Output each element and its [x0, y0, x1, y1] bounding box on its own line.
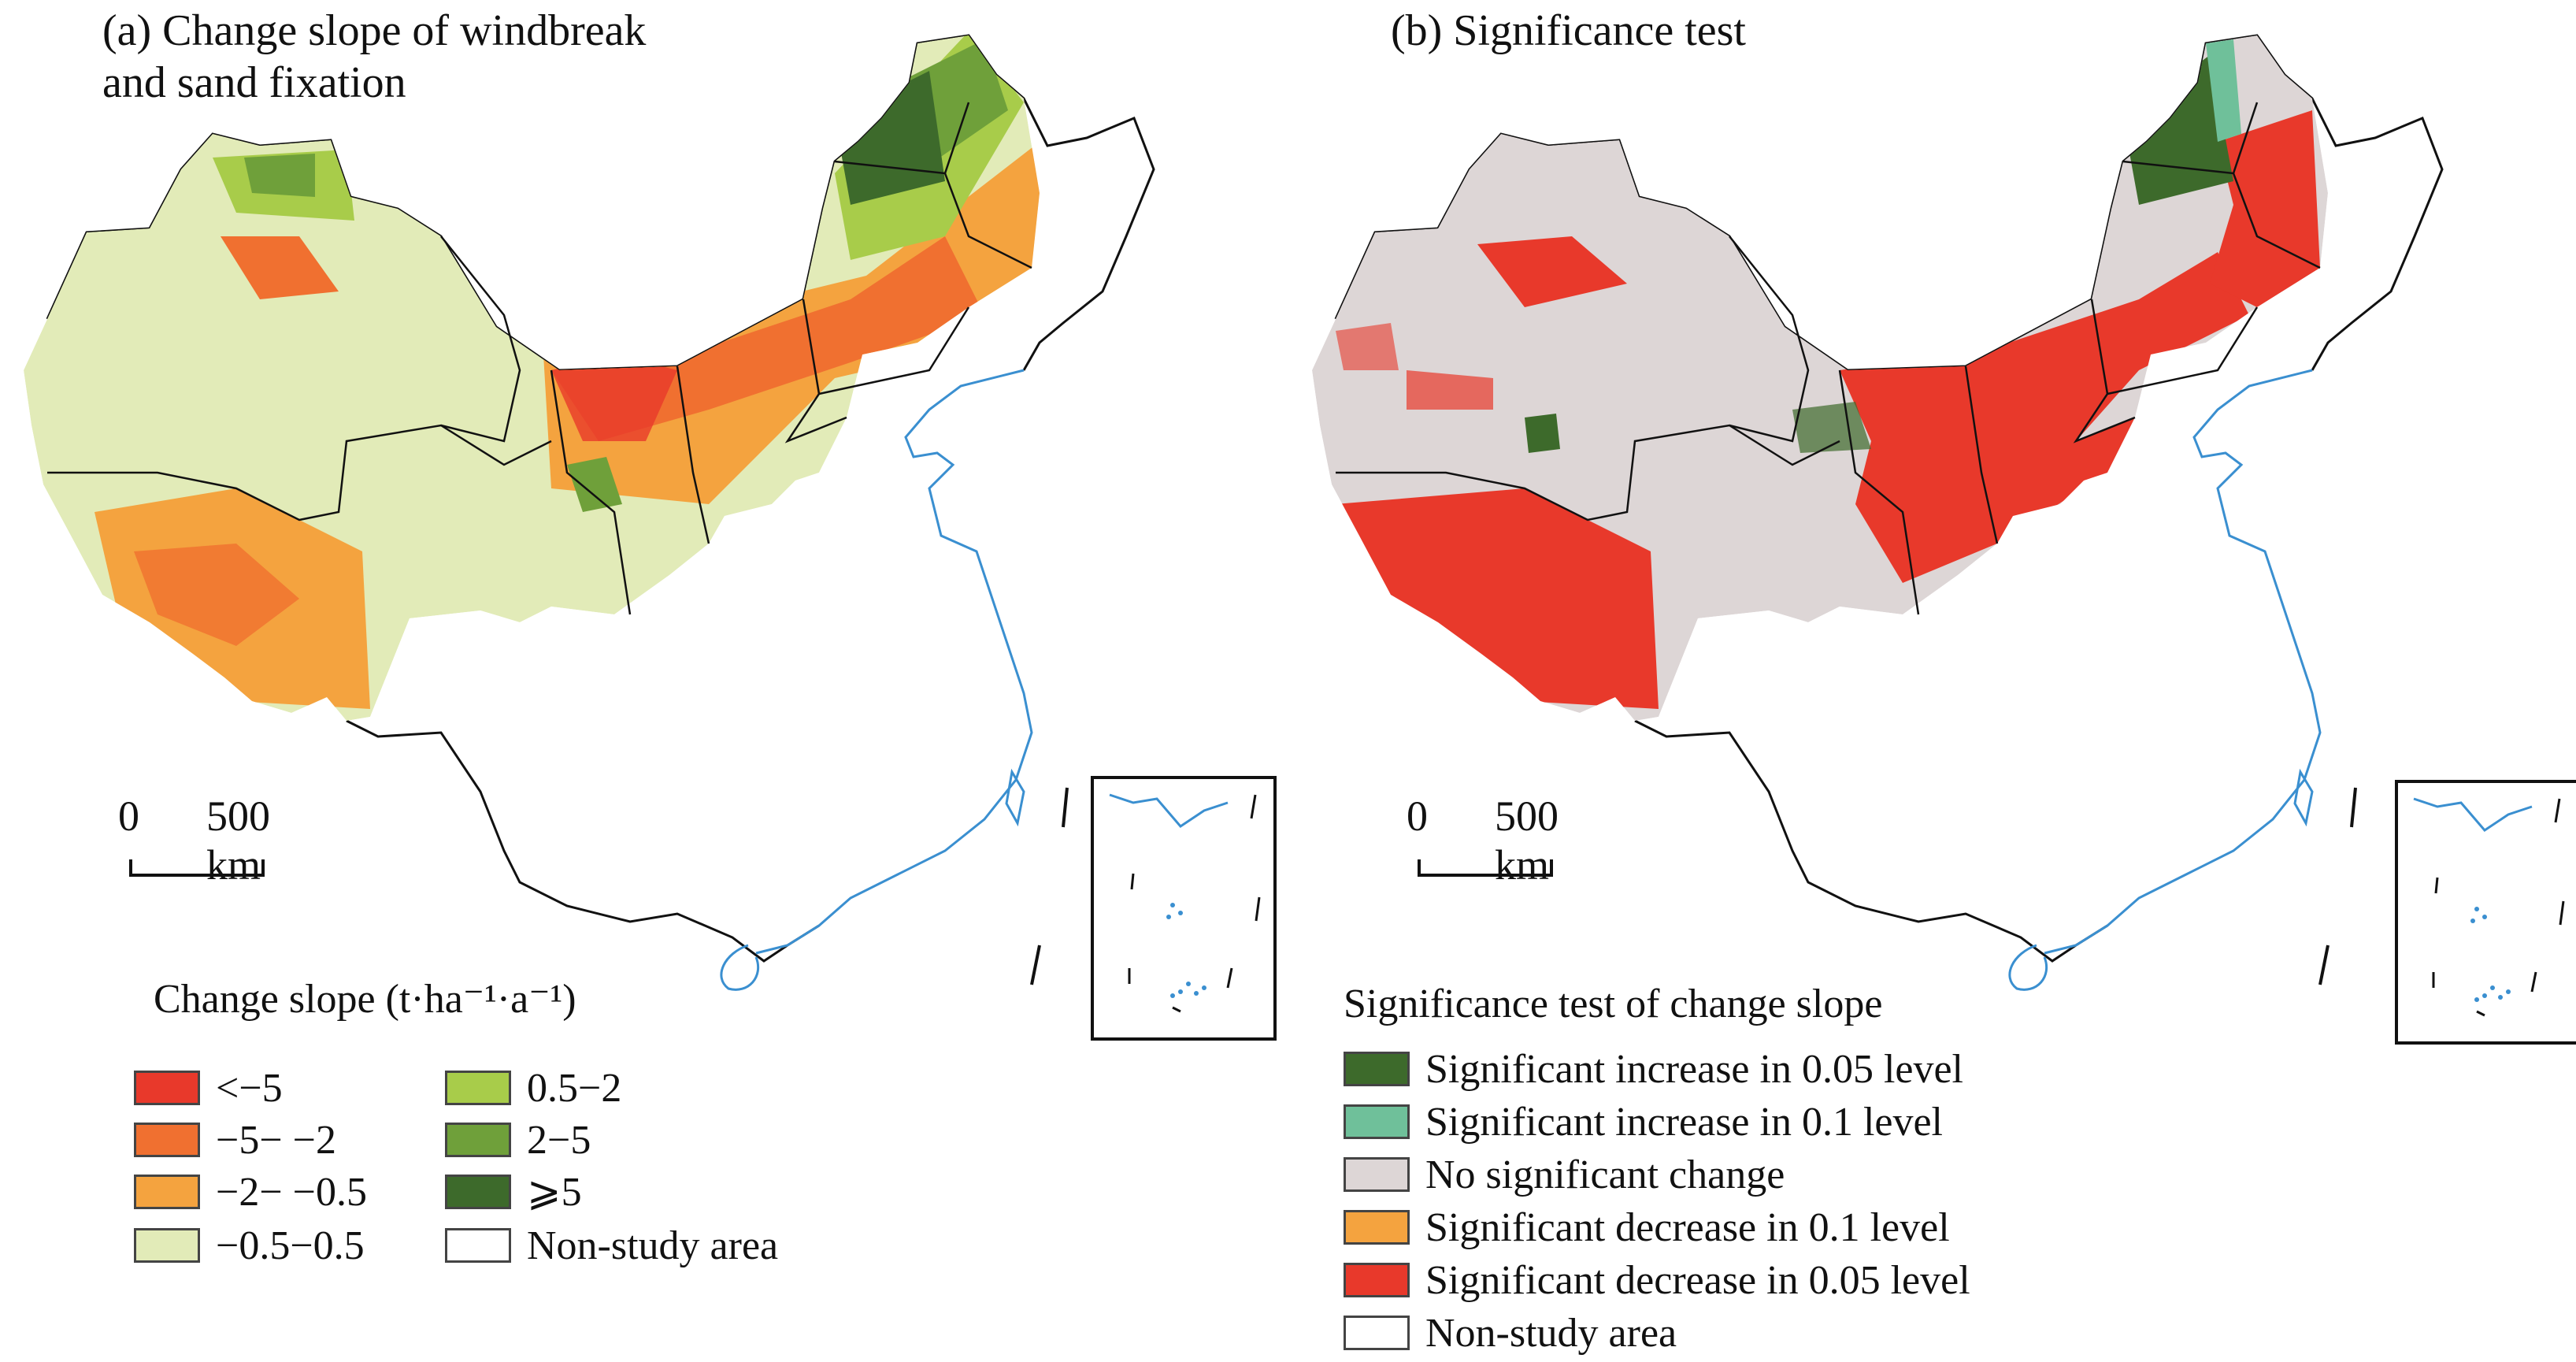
study-area-a: [24, 35, 1040, 721]
legend-label: No significant change: [1425, 1152, 1785, 1197]
title-line-1: (a) Change slope of windbreak: [102, 6, 647, 55]
province-borders: [47, 102, 1032, 615]
legend-title: Significance test of change slope: [1344, 982, 1883, 1026]
scale-distance: 500 km: [1495, 792, 1559, 889]
legend-label: −5− −2: [216, 1117, 336, 1163]
map-b: [1312, 34, 2444, 991]
legend-label: Non-study area: [1425, 1310, 1677, 1356]
south-china-sea-inset: [1091, 776, 1277, 1041]
legend-label: −0.5−0.5: [216, 1223, 365, 1268]
legend-label: ⩾5: [527, 1170, 582, 1215]
legend-title: Change slope (t·ha⁻¹·a⁻¹): [154, 977, 576, 1022]
legend-item: Non-study area: [1344, 1310, 1677, 1356]
legend-swatch: [1344, 1104, 1410, 1139]
legend-swatch: [445, 1071, 511, 1105]
legend-swatch: [445, 1175, 511, 1209]
legend-label: 0.5−2: [527, 1065, 622, 1111]
legend-swatch: [445, 1228, 511, 1263]
title-line-2: and sand fixation: [102, 58, 406, 107]
scale-zero: 0: [1407, 792, 1428, 840]
legend-label: 2−5: [527, 1117, 591, 1163]
legend-item: −2− −0.5: [134, 1169, 367, 1215]
province-borders: [1336, 102, 2321, 615]
scale-distance: 500 km: [206, 792, 270, 889]
legend-item: Significant decrease in 0.05 level: [1344, 1257, 1970, 1303]
scale-zero: 0: [118, 792, 139, 840]
taiwan: [1005, 768, 1025, 827]
legend-item: −5− −2: [134, 1117, 336, 1163]
coastline: [720, 369, 1033, 991]
legend-label: −2− −0.5: [216, 1169, 367, 1215]
south-china-sea-inset: [2395, 780, 2576, 1045]
legend-swatch: [1344, 1316, 1410, 1350]
coastline: [2008, 369, 2322, 991]
legend-swatch: [134, 1123, 200, 1157]
legend-item: Significant increase in 0.05 level: [1344, 1046, 1963, 1092]
legend-item: No significant change: [1344, 1152, 1785, 1197]
map-title: (a) Change slope of windbreak and sand f…: [102, 5, 646, 109]
taiwan: [2293, 768, 2314, 827]
legend-item: ⩾5: [445, 1169, 582, 1215]
scale-line: [129, 859, 265, 877]
legend-item: 2−5: [445, 1117, 591, 1163]
legend-item: 0.5−2: [445, 1065, 621, 1111]
scale-bar: 0 500 km: [118, 792, 307, 889]
study-area-b: [1312, 35, 2328, 721]
legend-label: Significant decrease in 0.1 level: [1425, 1204, 1950, 1250]
legend-swatch: [1344, 1210, 1410, 1245]
legend-item: Significant increase in 0.1 level: [1344, 1099, 1943, 1145]
legend-label: Non-study area: [527, 1223, 779, 1268]
legend-swatch: [445, 1123, 511, 1157]
nine-dash-line: [1030, 944, 1041, 985]
legend-swatch: [134, 1175, 200, 1209]
title-line-1: (b) Significance test: [1391, 6, 1746, 55]
legend-label: <−5: [216, 1065, 283, 1111]
nine-dash-line: [2350, 787, 2357, 828]
legend-item: Non-study area: [445, 1223, 778, 1268]
scale-bar: 0 500 km: [1407, 792, 1596, 889]
legend-swatch: [134, 1228, 200, 1263]
legend-swatch: [134, 1071, 200, 1105]
nine-dash-line: [1062, 787, 1069, 828]
legend-label: Significant increase in 0.1 level: [1425, 1099, 1944, 1145]
panel-a: (a) Change slope of windbreak and sand f…: [24, 5, 1277, 1268]
legend-label: Significant decrease in 0.05 level: [1425, 1257, 1970, 1303]
legend-swatch: [1344, 1157, 1410, 1192]
panel-b: (b) Significance test 0 500 km Significa…: [1288, 0, 2576, 1362]
nine-dash-line: [2318, 944, 2330, 985]
scale-line: [1418, 859, 1553, 877]
map-a: [24, 34, 1155, 991]
map-title: (b) Significance test: [1391, 5, 1746, 57]
legend-item: Significant decrease in 0.1 level: [1344, 1204, 1950, 1250]
legend-swatch: [1344, 1052, 1410, 1086]
legend-swatch: [1344, 1263, 1410, 1297]
legend-item: −0.5−0.5: [134, 1223, 365, 1268]
legend-item: <−5: [134, 1065, 283, 1111]
legend-label: Significant increase in 0.05 level: [1425, 1046, 1964, 1092]
